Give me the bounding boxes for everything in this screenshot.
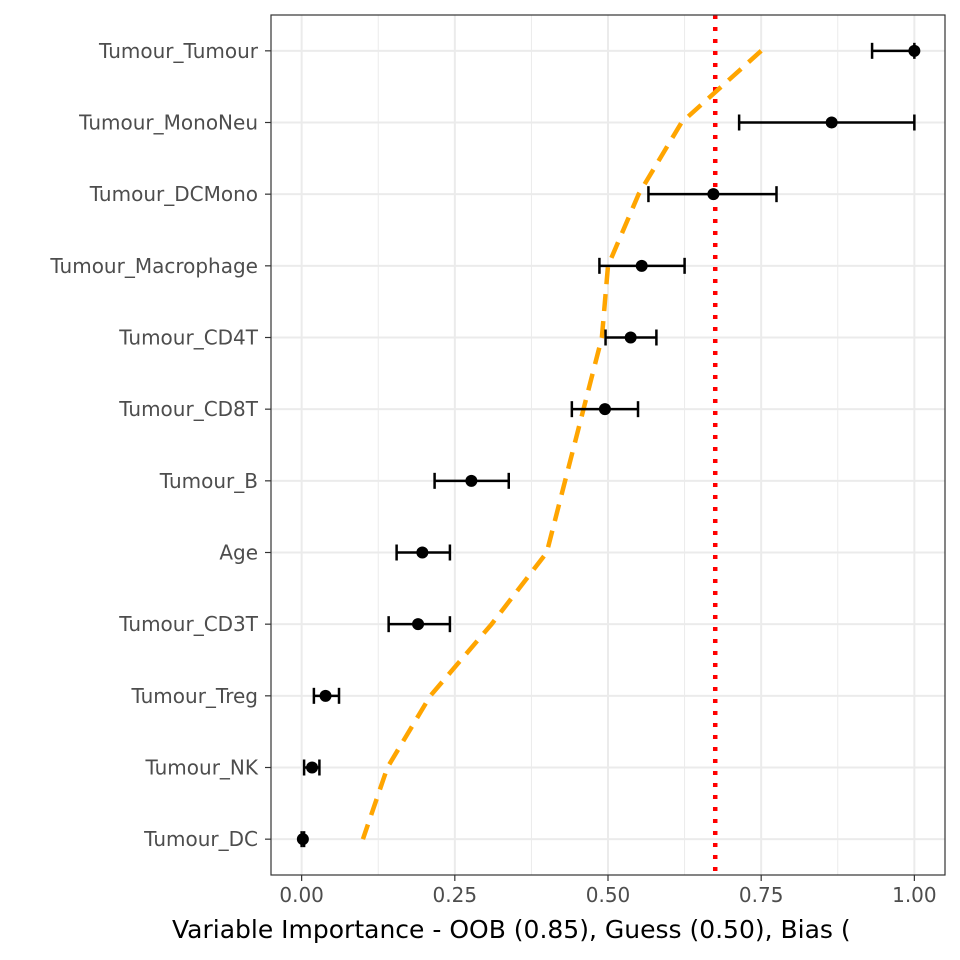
x-tick-label: 0.50 [586,883,631,907]
data-point [624,331,637,344]
data-point [908,44,921,57]
y-tick-label: Tumour_B [159,469,258,493]
data-point [635,259,648,272]
data-point [825,116,838,129]
data-point [412,618,425,631]
y-tick-label: Tumour_NK [144,756,258,780]
y-tick-label: Tumour_CD4T [118,326,259,350]
y-tick-label: Tumour_Treg [130,684,258,708]
x-tick-label: 1.00 [892,883,937,907]
y-tick-label: Tumour_CD3T [118,612,259,636]
data-point [319,689,332,702]
dashed-series-line [360,49,763,840]
y-tick-label: Age [219,541,258,565]
data-point [416,546,429,559]
x-axis-ticks: 0.00 0.25 0.50 0.75 1.00 [279,875,937,907]
x-axis-title: Variable Importance - OOB (0.85), Guess … [172,915,851,944]
y-axis-ticks: Tumour_Tumour Tumour_MonoNeu Tumour_DCMono… [49,39,271,851]
dashed-line-layer [360,49,763,840]
y-tick-label: Tumour_CD8T [118,397,259,421]
x-tick-label: 0.75 [739,883,784,907]
data-point [707,188,720,201]
y-tick-label: Tumour_DCMono [89,182,258,206]
y-tick-label: Tumour_MonoNeu [78,111,258,135]
y-tick-label: Tumour_Macrophage [49,254,258,278]
x-tick-label: 0.25 [433,883,478,907]
data-point [598,403,611,416]
x-tick-label: 0.00 [279,883,324,907]
data-point [306,761,319,774]
y-tick-label: Tumour_DC [143,827,258,851]
data-point [296,833,309,846]
data-point [465,474,478,487]
y-tick-label: Tumour_Tumour [98,39,259,63]
data-points [296,44,921,846]
